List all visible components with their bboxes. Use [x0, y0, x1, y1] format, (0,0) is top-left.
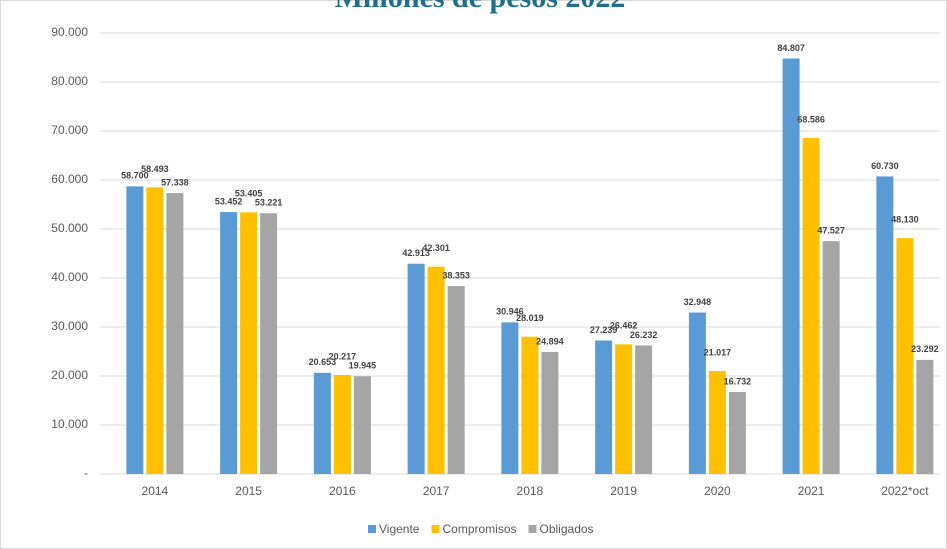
- value-label: 20.217: [329, 351, 357, 361]
- legend-swatch: [368, 525, 376, 533]
- value-label: 68.586: [797, 114, 825, 124]
- bar: [876, 176, 894, 474]
- bar: [260, 213, 278, 474]
- value-label: 57.338: [161, 177, 189, 187]
- legend-swatch: [431, 525, 440, 533]
- y-tick-label: 60.000: [51, 172, 88, 186]
- value-label: 42.913: [402, 248, 430, 258]
- bar: [501, 322, 519, 474]
- chart-title: Millones de pesos 2022: [335, 0, 626, 14]
- value-label: 32.948: [684, 297, 712, 307]
- bar: [427, 266, 445, 474]
- bar: [615, 344, 633, 474]
- value-label: 47.527: [817, 225, 845, 235]
- x-tick-label: 2020: [704, 484, 731, 498]
- value-label: 84.807: [777, 43, 805, 53]
- value-label: 48.130: [891, 215, 919, 225]
- value-label: 26.462: [610, 321, 638, 331]
- y-tick-label: 10.000: [51, 417, 88, 431]
- bar: [313, 372, 331, 474]
- value-label: 60.730: [871, 161, 899, 171]
- bar: [802, 137, 820, 475]
- x-tick-label: 2022*oct: [881, 484, 929, 498]
- y-tick-label: 50.000: [51, 221, 88, 235]
- value-label: 24.894: [536, 336, 564, 346]
- value-label: 27.239: [590, 325, 618, 335]
- bar: [333, 374, 351, 474]
- value-label: 19.945: [349, 361, 377, 371]
- bar: [635, 345, 653, 474]
- legend-label: Compromisos: [442, 522, 516, 536]
- x-tick-label: 2021: [798, 484, 825, 498]
- value-label: 28.019: [516, 313, 544, 323]
- value-label: 16.732: [724, 376, 752, 386]
- bar: [353, 376, 371, 474]
- x-tick-label: 2015: [235, 484, 262, 498]
- value-label: 20.653: [309, 357, 337, 367]
- value-label: 58.493: [141, 164, 169, 174]
- y-tick-label: 80.000: [51, 74, 88, 88]
- legend-label: Vigente: [379, 522, 420, 536]
- bar: [146, 187, 164, 475]
- legend-label: Obligados: [540, 522, 594, 536]
- bar: [541, 352, 559, 474]
- bar: [521, 336, 539, 474]
- bar: [896, 238, 914, 474]
- legend-swatch: [528, 525, 537, 533]
- y-tick-label: 90.000: [51, 25, 88, 39]
- bar: [595, 340, 613, 474]
- y-tick-label: 30.000: [51, 319, 88, 333]
- value-label: 53.452: [215, 196, 243, 206]
- x-tick-label: 2017: [423, 484, 450, 498]
- value-label: 26.232: [630, 330, 658, 340]
- x-tick-label: 2016: [329, 484, 356, 498]
- bar: [240, 212, 258, 475]
- x-tick-label: 2019: [610, 484, 637, 498]
- bar: [447, 286, 465, 474]
- value-label: 21.017: [704, 347, 732, 357]
- y-tick-label: -: [84, 466, 88, 480]
- bar: [916, 359, 934, 474]
- x-tick-label: 2018: [517, 484, 544, 498]
- y-tick-label: 40.000: [51, 270, 88, 284]
- value-label: 58.700: [121, 171, 149, 181]
- value-label: 42.301: [422, 243, 450, 253]
- bar: [166, 193, 184, 474]
- bar: [126, 186, 144, 474]
- bar: [220, 212, 238, 474]
- y-tick-label: 70.000: [51, 123, 88, 137]
- value-label: 53.405: [235, 189, 263, 199]
- bar: [688, 312, 706, 474]
- bar: [407, 263, 425, 474]
- bar: [728, 392, 746, 474]
- value-label: 23.292: [911, 344, 939, 354]
- x-tick-label: 2014: [142, 484, 169, 498]
- bar: [708, 371, 726, 474]
- bar: [822, 241, 840, 474]
- value-label: 38.353: [442, 270, 470, 280]
- bar: [782, 58, 800, 474]
- y-tick-label: 20.000: [51, 368, 88, 382]
- value-label: 30.946: [496, 307, 524, 317]
- value-label: 53.221: [255, 198, 283, 208]
